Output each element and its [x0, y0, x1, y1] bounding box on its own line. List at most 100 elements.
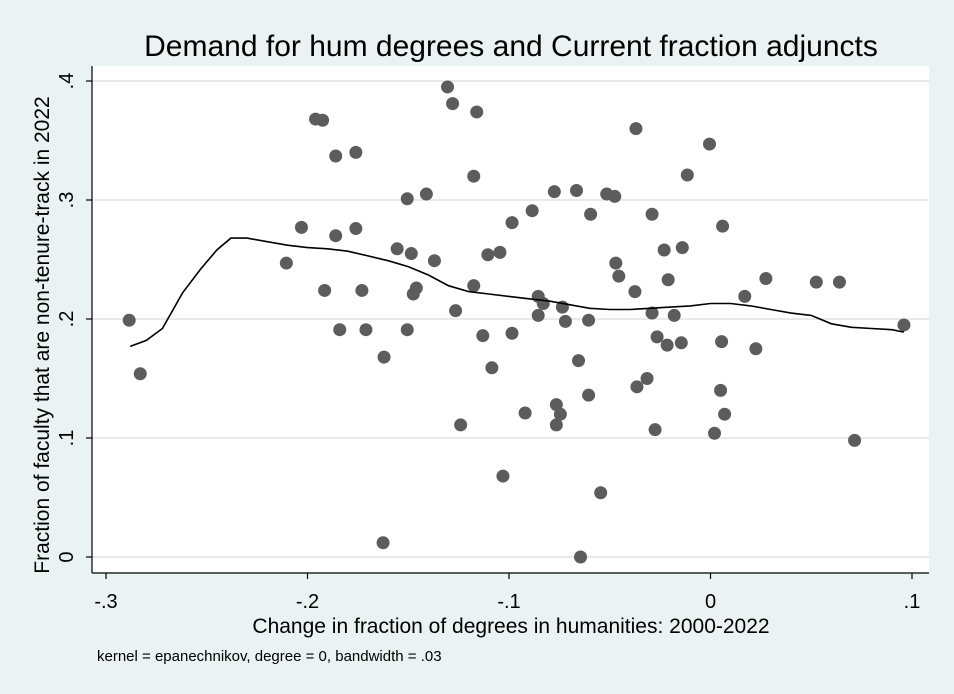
data-point — [467, 169, 481, 183]
data-point — [318, 283, 332, 297]
x-ticks: -.3 -.2 -.1 0 .1 — [94, 573, 920, 613]
data-point — [518, 406, 532, 420]
data-point — [133, 367, 147, 381]
data-point — [505, 326, 519, 340]
data-point — [525, 204, 539, 218]
data-point — [674, 336, 688, 350]
data-point — [505, 216, 519, 230]
data-point — [329, 229, 343, 243]
data-point — [897, 318, 911, 332]
data-point — [660, 338, 674, 352]
x-tick-label: -.1 — [497, 591, 520, 613]
data-point — [594, 486, 608, 500]
data-point — [629, 122, 643, 136]
data-point — [645, 306, 659, 320]
y-tick-label: .1 — [56, 430, 78, 447]
data-point — [467, 279, 481, 293]
data-point — [549, 418, 563, 432]
data-point — [553, 407, 567, 421]
y-tick-label: .4 — [56, 73, 78, 90]
data-point — [675, 241, 689, 255]
data-point — [716, 219, 730, 233]
chart-title: Demand for hum degrees and Current fract… — [144, 30, 878, 63]
data-point — [390, 242, 404, 256]
data-point — [355, 283, 369, 297]
data-point — [667, 308, 681, 322]
y-tick-label: 0 — [56, 551, 78, 562]
data-point — [419, 187, 433, 201]
data-point — [449, 304, 463, 318]
y-tick-label: .3 — [56, 192, 78, 209]
data-point — [612, 269, 626, 283]
data-point — [608, 189, 622, 203]
data-point — [648, 423, 662, 437]
data-point — [584, 207, 598, 221]
data-point — [630, 380, 644, 394]
x-tick-label: -.2 — [296, 591, 319, 613]
data-point — [454, 418, 468, 432]
data-point — [409, 281, 423, 295]
data-point — [485, 361, 499, 375]
data-point — [759, 272, 773, 286]
data-point — [749, 342, 763, 356]
data-point — [661, 273, 675, 287]
data-point — [572, 354, 586, 368]
data-point — [718, 407, 732, 421]
data-point — [809, 275, 823, 289]
data-point — [316, 113, 330, 127]
data-point — [493, 245, 507, 259]
y-ticks: 0 .1 .2 .3 .4 — [56, 73, 92, 563]
data-point — [441, 80, 455, 94]
x-tick-label: .1 — [904, 591, 921, 613]
data-point — [702, 137, 716, 151]
data-point — [427, 254, 441, 268]
data-point — [122, 313, 136, 327]
data-point — [558, 314, 572, 328]
data-point — [476, 329, 490, 343]
data-point — [349, 145, 363, 159]
kernel-fit-line — [129, 237, 905, 348]
data-point — [333, 323, 347, 337]
data-point — [645, 207, 659, 221]
data-point — [582, 388, 596, 402]
x-tick-label: -.3 — [94, 591, 117, 613]
data-point — [329, 149, 343, 163]
data-point — [657, 243, 671, 257]
data-point — [582, 313, 596, 327]
y-axis-label: Fraction of faculty that are non-tenure-… — [31, 96, 54, 573]
data-point — [848, 433, 862, 447]
data-point — [536, 297, 550, 311]
data-point — [715, 335, 729, 349]
data-point — [680, 168, 694, 182]
data-point — [400, 323, 414, 337]
data-point — [359, 323, 373, 337]
data-point — [640, 372, 654, 385]
data-point — [376, 536, 390, 550]
data-point — [446, 97, 460, 111]
data-point — [650, 330, 664, 344]
data-point — [470, 105, 484, 119]
data-point — [628, 285, 642, 299]
gridlines — [92, 80, 929, 558]
y-tick-label: .2 — [56, 311, 78, 328]
data-point — [570, 183, 584, 197]
x-axis-label: Change in fraction of degrees in humanit… — [252, 615, 769, 638]
data-point — [294, 220, 308, 234]
kernel-note: kernel = epanechnikov, degree = 0, bandw… — [97, 648, 442, 665]
data-point — [377, 350, 391, 364]
data-point — [547, 185, 561, 199]
scatter-points — [122, 80, 911, 564]
data-point — [574, 550, 588, 564]
data-point — [714, 383, 728, 397]
data-point — [609, 256, 623, 270]
data-point — [738, 289, 752, 303]
data-point — [481, 248, 495, 262]
data-point — [400, 192, 414, 206]
data-point — [832, 275, 846, 289]
data-point — [279, 256, 293, 270]
data-point — [404, 247, 418, 261]
data-point — [708, 426, 722, 440]
data-point — [531, 308, 545, 322]
data-point — [349, 222, 363, 236]
